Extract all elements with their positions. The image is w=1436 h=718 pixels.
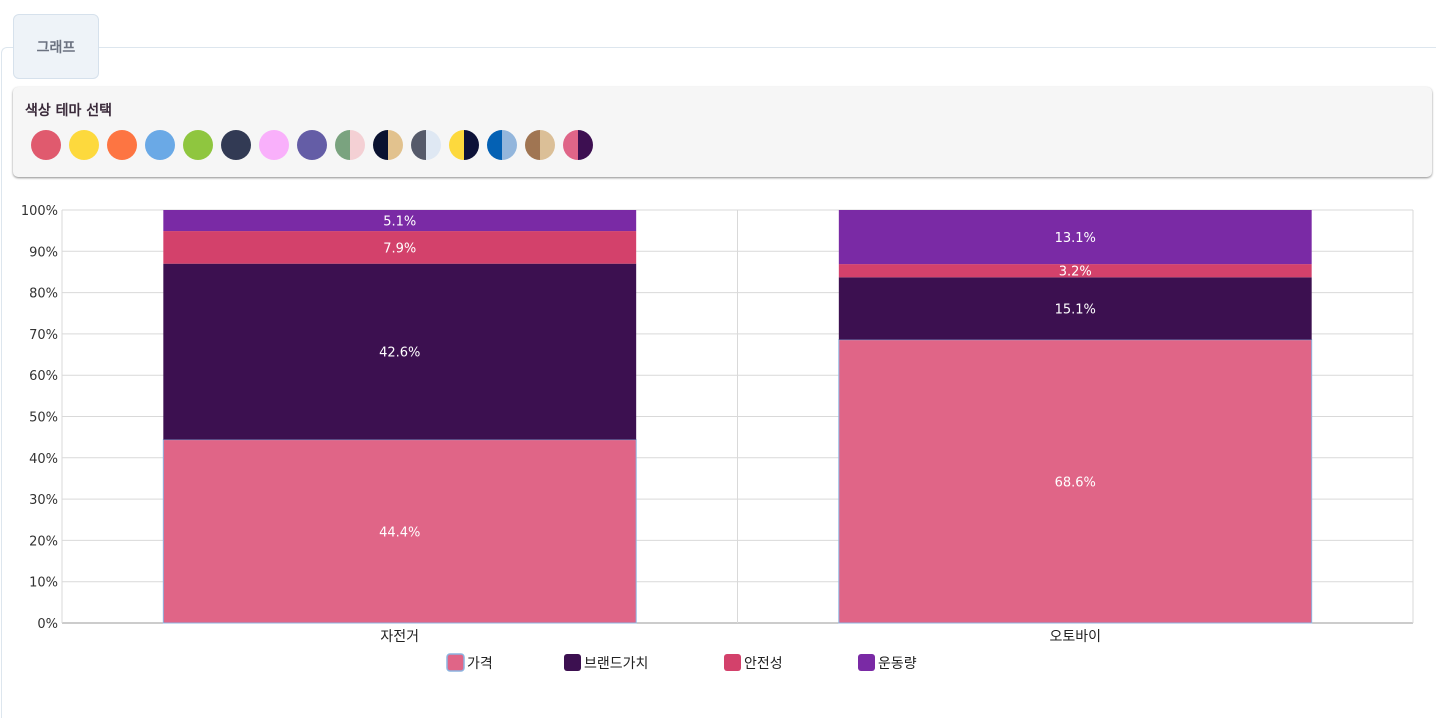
x-tick-label: 자전거 [380, 629, 419, 645]
y-tick-label: 0% [37, 617, 58, 632]
bar-segment[interactable] [838, 339, 1313, 624]
theme-swatch-rose-plum[interactable] [563, 130, 593, 160]
bar-segment[interactable] [163, 210, 637, 232]
color-theme-picker: 색상 테마 선택 [13, 87, 1432, 177]
theme-swatch-red[interactable] [31, 130, 61, 160]
y-tick-label: 60% [29, 369, 58, 384]
y-axis: 0% 10% 20% 30% 40% 50% 60% 70% 80% 90% 100% [21, 204, 58, 632]
legend-item[interactable]: 안전성 [724, 654, 783, 672]
legend-item[interactable]: 브랜드가치 [564, 654, 648, 672]
y-tick-label: 40% [29, 452, 58, 467]
bar-segment[interactable] [838, 210, 1312, 265]
data-label: 13.1% [1055, 231, 1096, 246]
theme-swatch-purple[interactable] [297, 130, 327, 160]
legend-label: 운동량 [878, 656, 917, 672]
theme-swatch-midnight-sand[interactable] [373, 130, 403, 160]
data-label: 3.2% [1059, 265, 1092, 280]
bars: 44.4% 42.6% 7.9% 5.1% 68.6% 15.1% 3.2% 13.1% [162, 210, 1313, 624]
tab-graph-label: 그래프 [36, 39, 76, 56]
theme-swatch-brown-tan[interactable] [525, 130, 555, 160]
legend-swatch [724, 654, 741, 671]
data-label: 44.4% [379, 525, 420, 540]
theme-picker-title: 색상 테마 선택 [25, 103, 113, 119]
y-tick-label: 90% [29, 245, 58, 260]
legend-label: 가격 [467, 656, 493, 672]
theme-swatch-sky-blue[interactable] [145, 130, 175, 160]
tab-graph[interactable]: 그래프 [13, 14, 99, 79]
legend: 가격 브랜드가치 안전성 운동량 [446, 653, 917, 672]
data-label: 42.6% [379, 346, 420, 361]
x-axis: 자전거 오토바이 [380, 629, 1101, 645]
theme-swatch-pink[interactable] [259, 130, 289, 160]
legend-swatch [446, 653, 465, 672]
theme-swatch-navy[interactable] [221, 130, 251, 160]
bar-segment[interactable] [838, 264, 1312, 278]
data-label: 15.1% [1055, 303, 1096, 318]
theme-swatch-yellow-midnight[interactable] [449, 130, 479, 160]
x-tick-label: 오토바이 [1049, 629, 1101, 645]
legend-swatch [858, 654, 875, 671]
graph-panel [1, 47, 1436, 718]
bar-segment[interactable] [163, 263, 637, 440]
y-tick-label: 50% [29, 411, 58, 426]
data-label: 5.1% [383, 215, 416, 230]
bar-segment[interactable] [162, 439, 637, 624]
bar-segment[interactable] [838, 277, 1312, 340]
y-tick-label: 70% [29, 328, 58, 343]
bar-segment[interactable] [163, 231, 637, 264]
legend-item[interactable]: 가격 [446, 653, 493, 672]
legend-label: 브랜드가치 [584, 656, 648, 672]
data-label: 7.9% [383, 241, 416, 256]
theme-swatch-blue-powder[interactable] [487, 130, 517, 160]
y-tick-label: 20% [29, 534, 58, 549]
y-tick-label: 100% [21, 204, 58, 219]
y-tick-label: 30% [29, 493, 58, 508]
data-label: 68.6% [1055, 475, 1096, 490]
theme-swatch-green[interactable] [183, 130, 213, 160]
theme-swatch-list [31, 130, 593, 160]
stacked-bar-chart: 0%10%20%30%40%50%60%70%80%90%100% 44.4%4… [21, 204, 1414, 672]
legend-swatch [564, 654, 581, 671]
theme-swatch-yellow[interactable] [69, 130, 99, 160]
y-tick-label: 80% [29, 287, 58, 302]
theme-swatch-slate-ice[interactable] [411, 130, 441, 160]
theme-swatch-sage-blush[interactable] [335, 130, 365, 160]
legend-item[interactable]: 운동량 [858, 654, 917, 672]
y-tick-label: 10% [29, 576, 58, 591]
legend-label: 안전성 [744, 656, 783, 672]
theme-swatch-orange[interactable] [107, 130, 137, 160]
